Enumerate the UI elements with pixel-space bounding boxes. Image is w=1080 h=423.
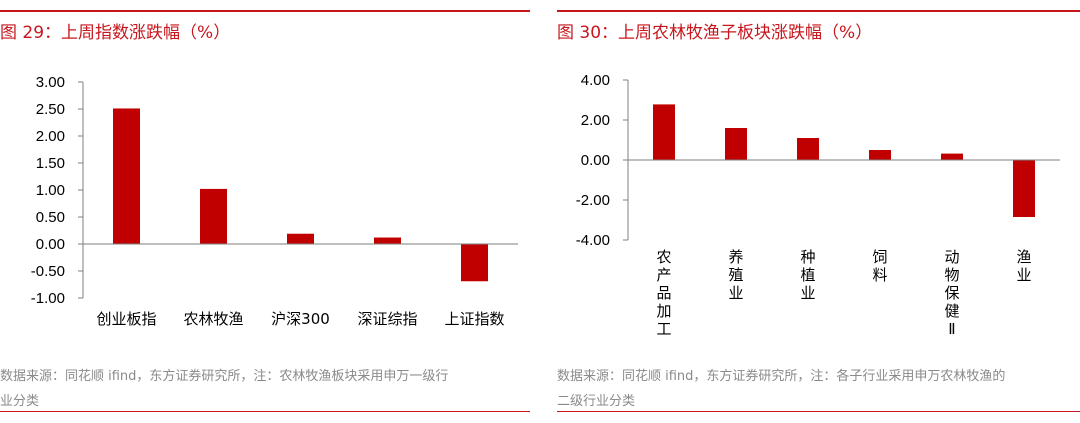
x-category-label-char: 殖 [728,266,743,284]
left-source-line-1: 数据来源：同花顺 ifind，东方证券研究所，注：农林牧渔板块采用申万一级行 [0,369,449,384]
x-category-label-char: 动 [944,248,959,266]
x-category-label: 上证指数 [444,310,504,328]
x-category-label: 农产品加工农产品加工 [656,248,671,338]
x-category-label: 深证综指 [357,310,417,328]
y-tick-label: -4.00 [576,232,610,249]
bar [374,237,401,244]
right-source-line-2: 二级行业分类 [557,394,636,409]
x-category-label-char: 物 [944,266,959,284]
y-tick-label: 1.00 [36,182,65,199]
x-category-label-char: 饲 [872,248,887,266]
x-category-label: 饲料饲料 [872,248,887,284]
bar [1013,160,1035,217]
left-bar-chart: 3.00 2.50 2.00 1.50 1.00 0.50 0.00 -0.50 -1.00 创业… [31,74,518,328]
y-tick-label: -1.00 [31,290,65,307]
x-category-label-char: 业 [800,284,815,302]
right-source-line-1: 数据来源：同花顺 ifind，东方证券研究所，注：各子行业采用申万农林牧渔的 [557,369,1006,384]
left-figure-panel: 图 29：上周指数涨跌幅（%） 3.00 2.50 2.00 1.50 1.00 0.50… [0,0,530,423]
right-bottom-rule [557,411,1080,412]
x-category-label: 养殖业养殖业 [728,248,743,302]
y-tick-label: 2.00 [581,112,610,129]
right-top-rule [557,10,1080,12]
x-category-label-char: 植 [800,266,815,284]
bar [287,233,314,244]
x-category-label-char: 养 [728,248,743,266]
left-source-line-2: 业分类 [0,394,40,409]
x-category-label-char: 保 [944,284,959,302]
bar [113,108,140,245]
x-category-label-char: 加 [656,302,671,320]
x-category-label: 创业板指 [96,310,156,328]
x-category-label-char: 品 [656,284,671,302]
y-tick-label: 0.50 [36,209,65,226]
right-figure-panel: 图 30：上周农林牧渔子板块涨跌幅（%） 4.00 2.00 0.00 -2.00 -4… [557,0,1080,423]
x-category-label-char: Ⅱ [948,320,955,338]
y-tick-label: -0.50 [31,263,65,280]
x-category-label-char: 健 [944,302,959,320]
y-tick-label: 0.00 [36,236,65,253]
left-figure-title: 图 29：上周指数涨跌幅（%） [0,23,231,43]
y-tick-label: -2.00 [576,192,610,209]
y-tick-label: 2.00 [36,128,65,145]
y-tick-label: 4.00 [581,72,610,89]
bar [941,153,963,160]
bar [797,138,819,160]
x-category-label-char: 农 [656,248,671,266]
bar [869,150,891,160]
right-source-note: 数据来源：同花顺 ifind，东方证券研究所，注：各子行业采用申万农林牧渔的 二… [557,364,1005,414]
right-figure-title: 图 30：上周农林牧渔子板块涨跌幅（%） [557,23,873,43]
x-category-label-char: 种 [800,248,815,266]
x-category-label-char: 业 [728,284,743,302]
x-category-label-char: 业 [1016,266,1031,284]
left-top-rule [0,10,530,12]
x-category-label-char: 产 [656,266,671,284]
x-category-label: 农林牧渔 [183,310,243,328]
y-tick-label: 0.00 [581,152,610,169]
x-category-label: 渔业渔业 [1016,248,1031,284]
x-category-label-char: 料 [872,266,887,284]
bar [461,244,488,282]
x-category-label: 沪深300 [271,310,330,328]
x-category-label-char: 工 [656,320,671,338]
x-category-label: 种植业种植业 [800,248,815,302]
bar [725,128,747,160]
left-source-note: 数据来源：同花顺 ifind，东方证券研究所，注：农林牧渔板块采用申万一级行 业… [0,364,448,414]
right-bar-chart: 4.002.000.00-2.00-4.00农产品加工农产品加工养殖业养殖业种植… [576,72,1060,338]
y-tick-label: 2.50 [36,101,65,118]
bar [200,188,227,244]
y-tick-label: 3.00 [36,74,65,91]
bar [653,104,675,160]
x-category-label: 动物保健Ⅱ动物保健Ⅱ [944,248,959,338]
x-category-label-char: 渔 [1016,248,1031,266]
y-tick-label: 1.50 [36,155,65,172]
left-bottom-rule [0,411,530,412]
